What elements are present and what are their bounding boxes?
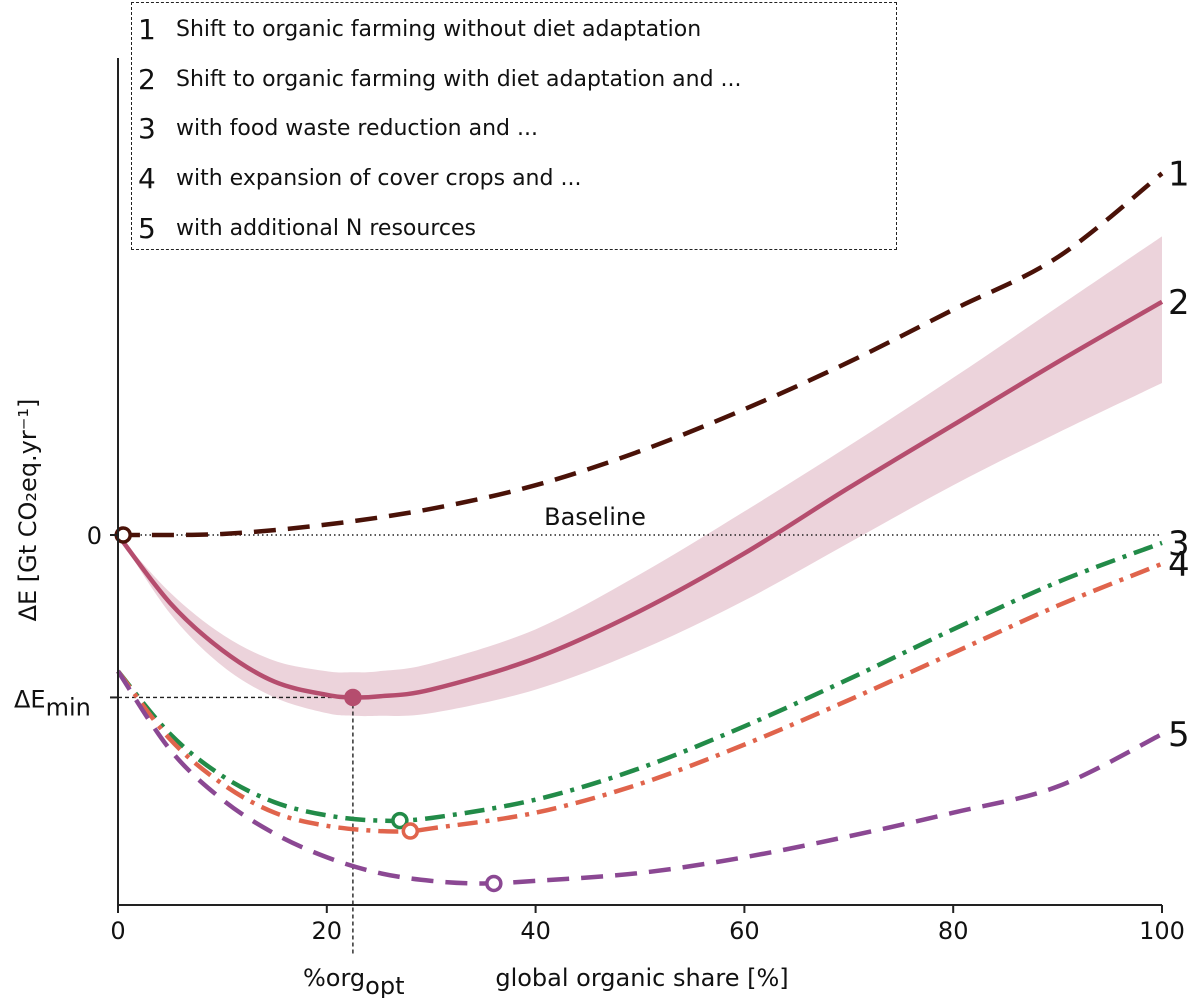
uncertainty-band <box>118 236 1162 717</box>
series-label-5: 5 <box>1168 715 1190 755</box>
legend: 1 Shift to organic farming without diet … <box>131 2 897 250</box>
series-line-3 <box>116 540 1163 824</box>
series-layer <box>116 171 1164 886</box>
x-tick-label-60: 60 <box>729 917 760 945</box>
legend-item-2: 2 Shift to organic farming with diet ada… <box>138 59 742 99</box>
minimum-marker-4 <box>401 822 420 840</box>
orgopt-label: %orgopt <box>303 964 405 998</box>
legend-item-1: 1 Shift to organic farming without diet … <box>138 9 701 49</box>
y-tick-label-emin: ΔEmin <box>14 685 91 721</box>
band-layer <box>118 236 1162 717</box>
x-tick-label-20: 20 <box>312 917 343 945</box>
y-tick-label-zero: 0 <box>87 522 102 550</box>
guide-layer <box>118 534 1162 955</box>
legend-item-3: 3 with food waste reduction and ... <box>138 108 538 148</box>
minimum-marker-5 <box>485 874 503 893</box>
legend-item-4: 4 with expansion of cover crops and ... <box>138 158 581 198</box>
legend-text: with food waste reduction and ... <box>176 115 538 141</box>
legend-number: 5 <box>138 211 156 245</box>
x-axis-title: global organic share [%] <box>495 964 788 992</box>
marker-layer <box>114 526 503 893</box>
x-tick-label-80: 80 <box>938 917 969 945</box>
x-tick-label-0: 0 <box>110 917 125 945</box>
y-axis-title: ΔE [Gt CO₂eq.yr⁻¹] <box>14 399 42 622</box>
minimum-marker-3 <box>391 811 409 830</box>
baseline-label: Baseline <box>544 503 646 531</box>
legend-item-5: 5 with additional N resources <box>138 208 476 248</box>
axis-layer <box>110 58 1163 913</box>
series-line-1 <box>117 171 1164 538</box>
series-line-4 <box>116 561 1163 834</box>
series-label-4: 4 <box>1168 545 1190 585</box>
legend-number: 2 <box>138 62 156 96</box>
legend-number: 4 <box>138 161 156 195</box>
x-tick-label-100: 100 <box>1139 917 1185 945</box>
legend-text: Shift to organic farming without diet ad… <box>176 16 702 42</box>
legend-text: with expansion of cover crops and ... <box>176 165 582 191</box>
legend-text: Shift to organic farming with diet adapt… <box>176 66 742 92</box>
legend-text: with additional N resources <box>176 215 476 241</box>
legend-number: 3 <box>138 111 156 145</box>
series-label-3: 3 <box>1168 524 1190 564</box>
minimum-marker-2 <box>344 688 362 707</box>
series-label-1: 1 <box>1168 154 1190 194</box>
series-line-2 <box>116 299 1164 700</box>
x-tick-label-40: 40 <box>520 917 551 945</box>
series-label-2: 2 <box>1168 283 1190 323</box>
legend-number: 1 <box>138 12 156 46</box>
series-line-5 <box>116 669 1164 886</box>
